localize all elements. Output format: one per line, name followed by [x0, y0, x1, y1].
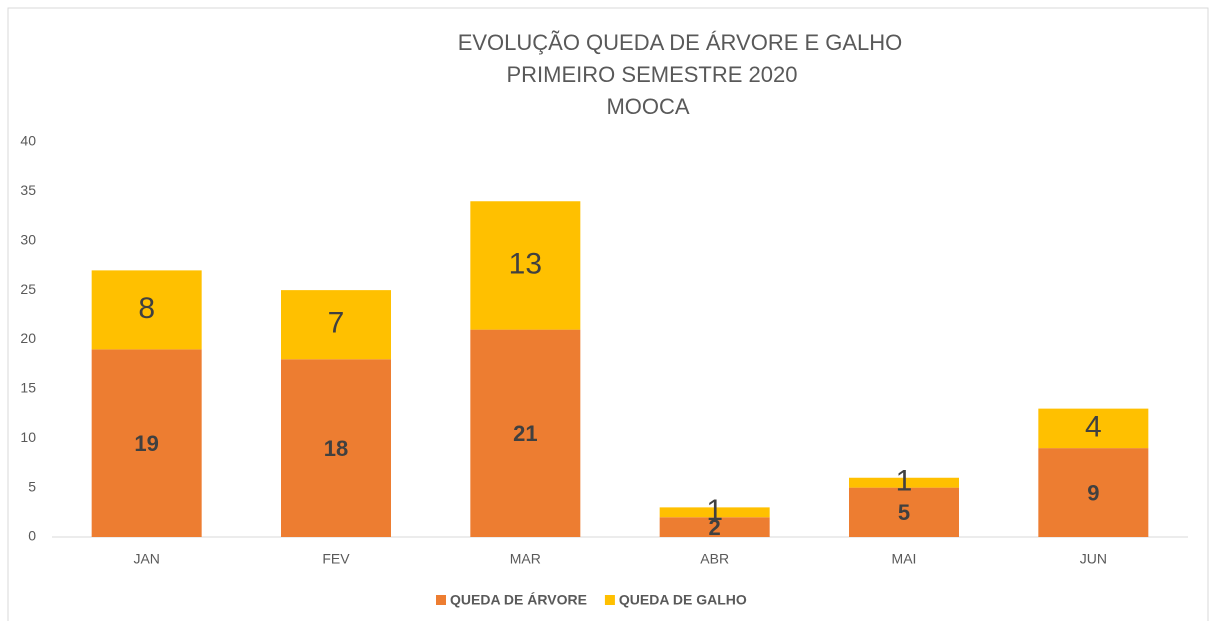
bar-segment [91, 270, 202, 350]
data-label: 5 [898, 500, 910, 525]
chart-title: EVOLUÇÃO QUEDA DE ÁRVORE E GALHO [458, 30, 903, 55]
chart-title: PRIMEIRO SEMESTRE 2020 [507, 62, 798, 87]
bar-segment [849, 487, 959, 537]
x-tick-label: MAR [510, 551, 541, 567]
data-label: 19 [134, 431, 158, 456]
y-tick-label: 20 [20, 330, 36, 346]
legend-swatch [436, 595, 446, 605]
y-tick-label: 40 [20, 133, 36, 149]
bar-segment [1038, 408, 1149, 449]
bar-segment [91, 349, 202, 537]
bar-segment [281, 359, 391, 537]
x-tick-label: JUN [1080, 551, 1107, 567]
x-tick-label: FEV [322, 551, 350, 567]
data-label: 4 [1085, 410, 1102, 443]
y-tick-label: 15 [20, 380, 36, 396]
y-tick-label: 10 [20, 429, 36, 445]
data-label: 9 [1087, 480, 1099, 505]
bar-segment [470, 201, 581, 330]
y-tick-label: 30 [20, 231, 36, 247]
data-label: 1 [706, 494, 723, 527]
y-tick-label: 25 [20, 281, 36, 297]
bar-segment [470, 329, 581, 537]
y-tick-label: 35 [20, 182, 36, 198]
data-label: 18 [324, 436, 348, 461]
x-tick-label: ABR [700, 551, 729, 567]
x-tick-label: MAI [892, 551, 917, 567]
legend-swatch [604, 595, 615, 605]
y-tick-label: 5 [28, 478, 36, 494]
data-label: 2 [709, 515, 721, 540]
data-label: 1 [896, 465, 913, 498]
chart-title: MOOCA [606, 94, 689, 119]
bar-segment [849, 477, 959, 488]
y-tick-label: 0 [28, 528, 36, 544]
bar-segment [281, 290, 391, 360]
bar-segment [1038, 448, 1149, 537]
bar-segment [659, 507, 770, 518]
data-label: 13 [509, 247, 542, 280]
data-label: 7 [328, 307, 345, 340]
chart-border [7, 7, 1209, 621]
x-tick-label: JAN [133, 551, 159, 567]
bar-segment [659, 517, 770, 537]
data-label: 8 [138, 292, 155, 325]
legend-label: QUEDA DE ÁRVORE [450, 592, 587, 608]
data-label: 21 [513, 421, 537, 446]
legend-label: QUEDA DE GALHO [619, 592, 747, 608]
